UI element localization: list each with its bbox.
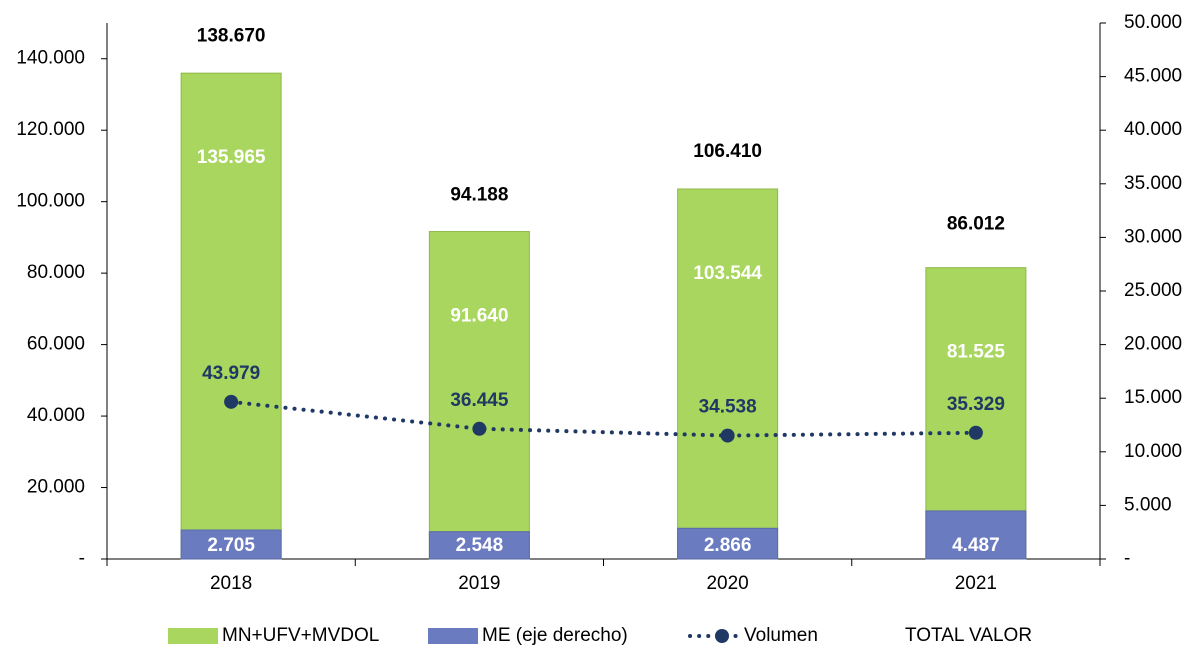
x-tick-label: 2018 bbox=[210, 573, 252, 594]
line-point bbox=[720, 428, 735, 443]
data-label: 86.012 bbox=[947, 214, 1005, 235]
y-tick-label: 140.000 bbox=[16, 48, 85, 69]
legend-label: MN+UFV+MVDOL bbox=[222, 625, 379, 646]
data-label: 36.445 bbox=[450, 390, 509, 411]
data-label: 43.979 bbox=[202, 363, 260, 384]
y-tick-label: - bbox=[79, 548, 85, 569]
y2-tick-label: 15.000 bbox=[1124, 387, 1182, 408]
y2-tick-label: 30.000 bbox=[1124, 226, 1182, 247]
bar bbox=[677, 188, 779, 560]
data-label: 94.188 bbox=[450, 184, 508, 205]
y2-tick-label: 5.000 bbox=[1124, 494, 1172, 515]
data-label: 35.329 bbox=[947, 394, 1005, 415]
y-tick-label: 20.000 bbox=[27, 477, 85, 498]
x-tick-label: 2019 bbox=[458, 573, 500, 594]
y2-tick-label: - bbox=[1124, 548, 1130, 569]
data-label: 103.544 bbox=[693, 263, 762, 284]
line-point bbox=[968, 425, 983, 440]
y2-tick-label: 25.000 bbox=[1124, 280, 1182, 301]
data-label: 34.538 bbox=[699, 397, 757, 418]
y2-tick-label: 20.000 bbox=[1124, 334, 1182, 355]
legend-label: ME (eje derecho) bbox=[482, 625, 628, 646]
data-label: 91.640 bbox=[450, 306, 508, 327]
data-label: 4.487 bbox=[952, 535, 1000, 556]
bar bbox=[180, 72, 282, 560]
bar bbox=[925, 510, 1027, 560]
bar bbox=[428, 531, 530, 560]
y2-tick-label: 10.000 bbox=[1124, 441, 1182, 462]
line-point bbox=[472, 421, 487, 436]
bar bbox=[677, 527, 779, 560]
data-label: 138.670 bbox=[197, 26, 266, 47]
line bbox=[229, 399, 978, 438]
data-label: 2.548 bbox=[456, 535, 504, 556]
x-tick-label: 2020 bbox=[706, 573, 748, 594]
legend-label: Volumen bbox=[744, 625, 818, 646]
y2-tick-label: 40.000 bbox=[1124, 119, 1182, 140]
y2-tick-label: 35.000 bbox=[1124, 173, 1182, 194]
bar bbox=[180, 529, 282, 560]
bar bbox=[428, 231, 530, 560]
y-tick-label: 60.000 bbox=[27, 334, 85, 355]
data-label: 106.410 bbox=[693, 141, 762, 162]
legend-marker bbox=[715, 629, 729, 643]
data-label: 81.525 bbox=[947, 342, 1006, 363]
y-tick-label: 100.000 bbox=[16, 191, 85, 212]
line-point bbox=[224, 394, 239, 409]
y-tick-label: 40.000 bbox=[27, 405, 85, 426]
legend-label: TOTAL VALOR bbox=[905, 625, 1032, 646]
y2-tick-label: 50.000 bbox=[1124, 12, 1182, 33]
legend-swatch bbox=[168, 628, 218, 644]
y2-tick-label: 45.000 bbox=[1124, 66, 1182, 87]
y-tick-label: 80.000 bbox=[27, 262, 85, 283]
data-label: 2.705 bbox=[207, 535, 255, 556]
data-label: 135.965 bbox=[197, 147, 266, 168]
y-tick-label: 120.000 bbox=[16, 119, 85, 140]
x-tick-label: 2021 bbox=[955, 573, 997, 594]
legend-swatch bbox=[428, 628, 478, 644]
data-label: 2.866 bbox=[704, 535, 752, 556]
